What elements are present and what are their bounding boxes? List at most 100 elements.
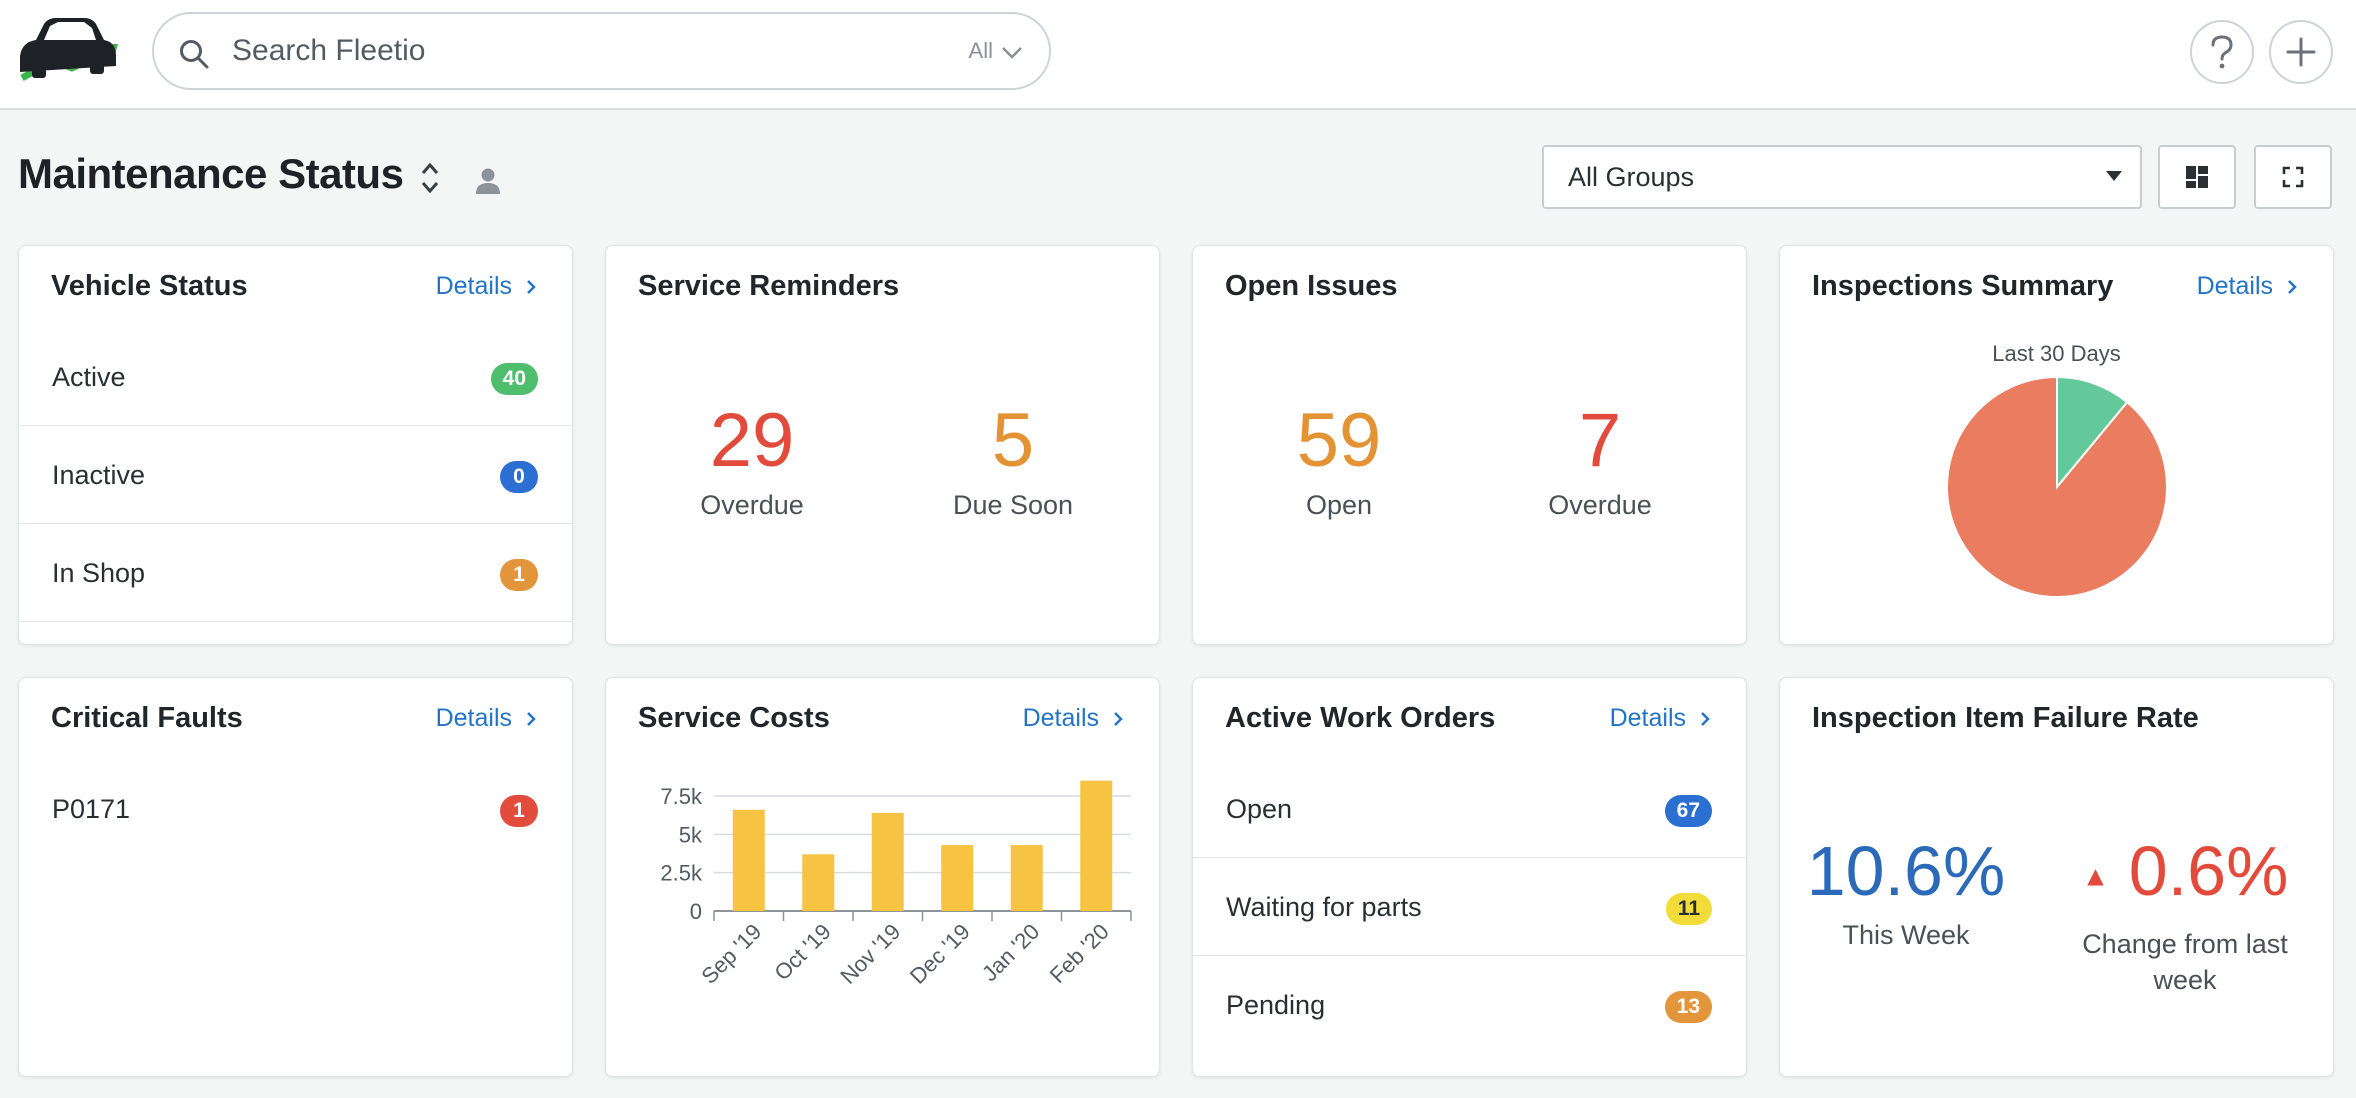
list-item-partial[interactable] — [19, 622, 572, 644]
count-badge: 11 — [1665, 893, 1712, 925]
inspections-pie-chart[interactable] — [1780, 371, 2334, 631]
y-tick-label: 7.5k — [660, 784, 703, 809]
group-select[interactable]: All Groups — [1542, 145, 2142, 209]
plus-icon — [2286, 37, 2316, 67]
help-button[interactable] — [2190, 20, 2254, 84]
open-stat[interactable]: 59 Open — [1219, 396, 1459, 521]
bar — [732, 809, 765, 911]
count-badge: 1 — [500, 559, 538, 591]
list-item[interactable]: Pending 13 — [1193, 956, 1746, 1054]
details-link[interactable]: Details — [436, 272, 536, 301]
expand-icon — [2282, 166, 2304, 188]
card-title: Service Reminders — [638, 270, 900, 302]
sort-icon[interactable] — [418, 160, 442, 196]
stat-value: 5 — [991, 398, 1035, 483]
x-tick-label: Nov '19 — [835, 919, 905, 989]
x-tick-label: Dec '19 — [905, 919, 975, 989]
stat-value: 0.6% — [2128, 832, 2289, 910]
stat-label: Due Soon — [952, 490, 1074, 520]
details-link[interactable]: Details — [1610, 704, 1710, 733]
chevron-right-icon — [527, 279, 536, 294]
page-title: Maintenance Status — [18, 150, 404, 197]
triangle-up-icon: ▲ — [2081, 860, 2110, 892]
add-button[interactable] — [2269, 20, 2333, 84]
user-icon[interactable] — [474, 166, 502, 196]
caret-down-icon — [2106, 171, 2122, 181]
chevron-right-icon — [527, 711, 536, 726]
list-item[interactable]: P0171 1 — [19, 760, 572, 858]
stat-label: Overdue — [700, 490, 804, 520]
x-tick-label: Sep '19 — [696, 919, 766, 989]
card-title: Inspections Summary — [1812, 270, 2114, 302]
count-badge: 40 — [490, 363, 538, 395]
count-badge: 1 — [500, 795, 538, 827]
service-reminders-card: Service Reminders 29 Overdue 5 Due Soon — [605, 245, 1160, 645]
service-costs-card: Service Costs Details 0 2.5k 5k 7.5k Sep '19… — [605, 677, 1160, 1077]
stat-label: This Week — [1842, 920, 1970, 950]
pie-subtitle: Last 30 Days — [1992, 341, 2121, 366]
chevron-right-icon — [2288, 279, 2297, 294]
fleetio-logo[interactable] — [14, 14, 122, 90]
service-costs-bar-chart[interactable]: 0 2.5k 5k 7.5k Sep '19 Oct '19 Nov '19 Dec '19 J… — [606, 763, 1160, 1073]
x-tick-label: Feb '20 — [1045, 919, 1114, 988]
search-scope-select[interactable]: All — [968, 38, 993, 63]
fullscreen-button[interactable] — [2254, 145, 2332, 209]
question-icon — [2211, 35, 2233, 69]
vehicle-status-list: Active 40 Inactive 0 In Shop 1 — [19, 328, 572, 644]
pie-slice-failed — [1946, 375, 2168, 598]
stat-label: Open — [1305, 490, 1373, 520]
pie-slice-passed — [2056, 375, 2129, 490]
details-link[interactable]: Details — [1023, 704, 1123, 733]
active-work-orders-card: Active Work Orders Details Open 67 Waiti… — [1192, 677, 1747, 1077]
critical-faults-card: Critical Faults Details P0171 1 — [18, 677, 573, 1077]
search-input[interactable]: Search Fleetio — [232, 34, 426, 67]
bar — [871, 812, 904, 911]
bar — [1080, 780, 1113, 911]
details-link[interactable]: Details — [436, 704, 536, 733]
card-title: Open Issues — [1225, 270, 1398, 302]
open-issues-card: Open Issues 59 Open 7 Overdue — [1192, 245, 1747, 645]
stat-label: Change from last week — [2082, 928, 2288, 995]
vehicle-status-card: Vehicle Status Details Active 40 Inactiv… — [18, 245, 573, 645]
card-title: Inspection Item Failure Rate — [1812, 702, 2199, 734]
this-week-stat: 10.6% This Week — [1806, 826, 2006, 951]
card-title: Critical Faults — [51, 702, 243, 734]
search-bar[interactable]: Search Fleetio All — [152, 12, 1051, 90]
overdue-stat[interactable]: 7 Overdue — [1480, 396, 1720, 521]
stat-value: 7 — [1578, 398, 1622, 483]
chevron-down-icon — [1002, 47, 1022, 59]
x-tick-label: Oct '19 — [769, 919, 835, 985]
y-tick-label: 0 — [690, 899, 702, 924]
card-title: Service Costs — [638, 702, 830, 734]
overdue-stat[interactable]: 29 Overdue — [632, 396, 872, 521]
count-badge: 0 — [500, 461, 538, 493]
bar — [941, 845, 974, 911]
list-item[interactable]: Open 67 — [1193, 760, 1746, 858]
list-item[interactable]: In Shop 1 — [19, 524, 572, 622]
y-tick-label: 2.5k — [660, 861, 703, 886]
stat-value: 59 — [1296, 398, 1382, 483]
dashboard-icon — [2186, 166, 2208, 188]
stat-label: Overdue — [1548, 490, 1652, 520]
change-stat: ▲ 0.6% Change from last week — [2070, 826, 2300, 998]
dashboard-layout-button[interactable] — [2158, 145, 2236, 209]
failure-rate-card: Inspection Item Failure Rate 10.6% This … — [1779, 677, 2334, 1077]
inspections-summary-card: Inspections Summary Details Last 30 Days — [1779, 245, 2334, 645]
list-item[interactable]: Waiting for parts 11 — [1193, 858, 1746, 956]
card-title: Vehicle Status — [51, 270, 248, 302]
x-tick-label: Jan '20 — [977, 919, 1044, 986]
card-title: Active Work Orders — [1225, 702, 1496, 734]
details-link[interactable]: Details — [2197, 272, 2297, 301]
bar — [802, 854, 835, 911]
work-orders-list: Open 67 Waiting for parts 11 Pending 13 — [1193, 760, 1746, 1054]
list-item[interactable]: Inactive 0 — [19, 426, 572, 524]
count-badge: 67 — [1664, 795, 1712, 827]
chevron-right-icon — [1114, 711, 1123, 726]
top-bar: Search Fleetio All — [0, 0, 2356, 110]
chevron-right-icon — [1701, 711, 1710, 726]
y-tick-label: 5k — [679, 822, 703, 847]
stat-value: 10.6% — [1806, 832, 2006, 910]
critical-faults-list: P0171 1 — [19, 760, 572, 858]
list-item[interactable]: Active 40 — [19, 328, 572, 426]
due-soon-stat[interactable]: 5 Due Soon — [893, 396, 1133, 521]
